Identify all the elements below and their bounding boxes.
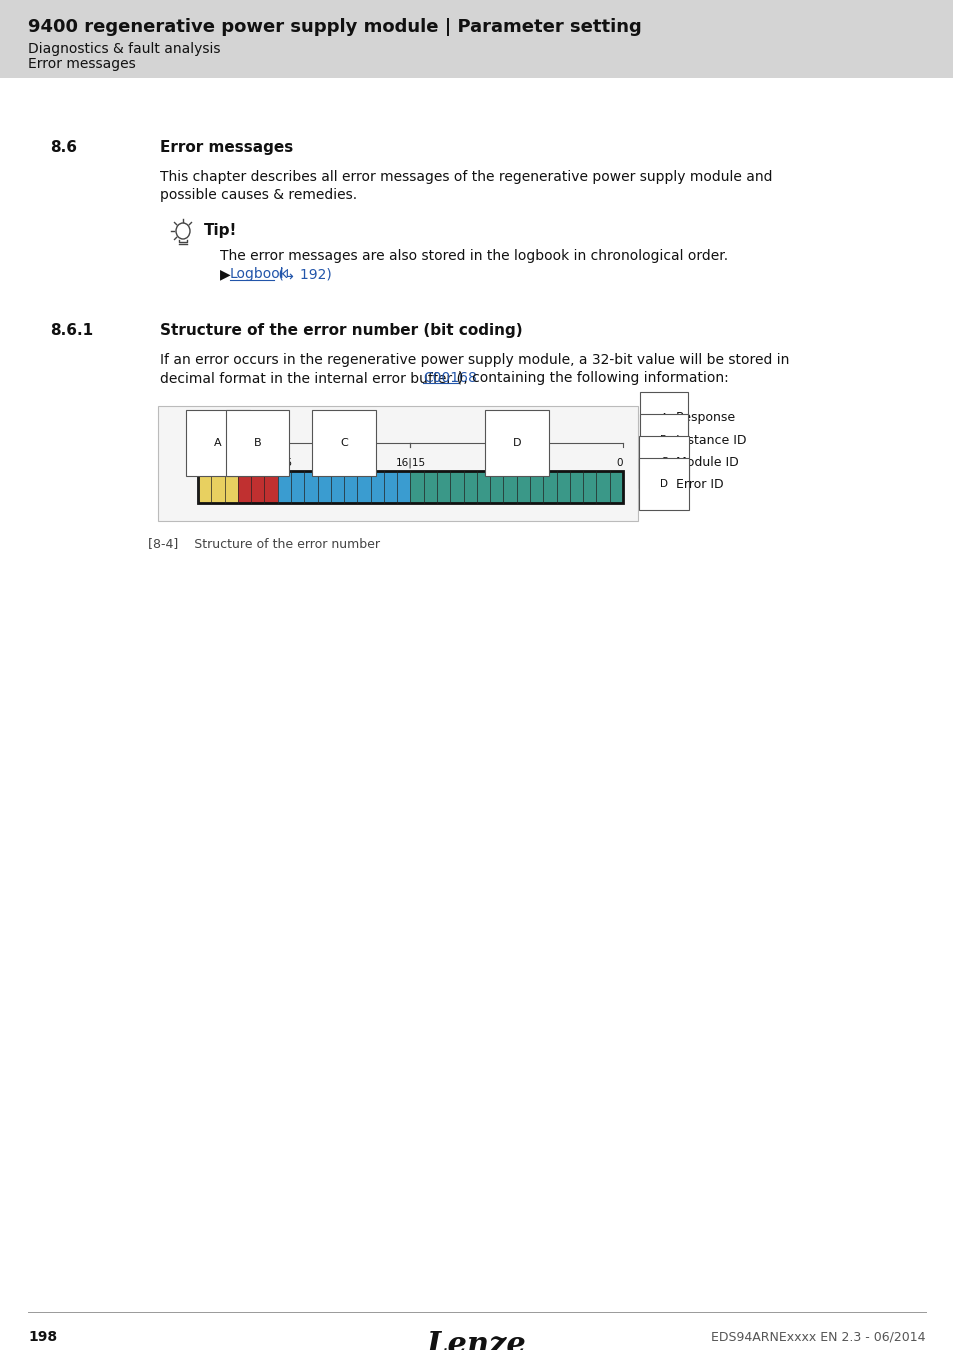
Text: Error messages: Error messages <box>160 140 293 155</box>
Bar <box>410 471 622 504</box>
Text: 8.6.1: 8.6.1 <box>50 323 93 338</box>
Bar <box>198 471 622 504</box>
Text: 9400 regenerative power supply module | Parameter setting: 9400 regenerative power supply module | … <box>28 18 641 36</box>
Text: C: C <box>659 458 667 467</box>
Text: decimal format in the internal error buffer (: decimal format in the internal error buf… <box>160 371 461 385</box>
Text: possible causes & remedies.: possible causes & remedies. <box>160 188 356 202</box>
Text: B: B <box>253 437 261 448</box>
Text: Diagnostics & fault analysis: Diagnostics & fault analysis <box>28 42 220 55</box>
Text: 26|25: 26|25 <box>262 458 293 468</box>
Text: The error messages are also stored in the logbook in chronological order.: The error messages are also stored in th… <box>220 248 727 263</box>
Text: If an error occurs in the regenerative power supply module, a 32-bit value will : If an error occurs in the regenerative p… <box>160 352 788 367</box>
Text: A: A <box>213 437 221 448</box>
Text: B: B <box>659 435 667 446</box>
Ellipse shape <box>175 223 190 239</box>
Text: This chapter describes all error messages of the regenerative power supply modul: This chapter describes all error message… <box>160 170 772 184</box>
Text: Response: Response <box>676 412 736 424</box>
Text: Error ID: Error ID <box>676 478 723 490</box>
Text: Logbook: Logbook <box>230 267 289 281</box>
Text: 16|15: 16|15 <box>395 458 425 468</box>
Bar <box>237 471 277 504</box>
Text: [8-4]    Structure of the error number: [8-4] Structure of the error number <box>148 537 379 549</box>
Text: 8.6: 8.6 <box>50 140 77 155</box>
Text: A: A <box>659 413 667 423</box>
Text: 198: 198 <box>28 1330 57 1345</box>
Text: 29|28: 29|28 <box>223 458 253 468</box>
Text: D: D <box>512 437 520 448</box>
Text: Lenze: Lenze <box>427 1330 526 1350</box>
Text: ▶: ▶ <box>220 267 234 281</box>
Bar <box>277 471 410 504</box>
Text: Bit 31: Bit 31 <box>198 458 229 468</box>
Text: D: D <box>659 479 667 489</box>
Text: EDS94ARNExxxx EN 2.3 - 06/2014: EDS94ARNExxxx EN 2.3 - 06/2014 <box>711 1330 925 1343</box>
Text: Structure of the error number (bit coding): Structure of the error number (bit codin… <box>160 323 522 338</box>
Text: Instance ID: Instance ID <box>676 433 745 447</box>
FancyBboxPatch shape <box>158 406 638 521</box>
Text: C00168: C00168 <box>423 371 476 385</box>
Text: C: C <box>340 437 348 448</box>
Text: Module ID: Module ID <box>676 455 738 468</box>
Text: Tip!: Tip! <box>204 223 237 238</box>
Bar <box>0 0 953 78</box>
Text: (↳ 192): (↳ 192) <box>274 267 332 281</box>
Text: ), containing the following information:: ), containing the following information: <box>457 371 728 385</box>
Bar <box>198 471 237 504</box>
Text: 0: 0 <box>616 458 622 468</box>
Text: Error messages: Error messages <box>28 57 135 72</box>
